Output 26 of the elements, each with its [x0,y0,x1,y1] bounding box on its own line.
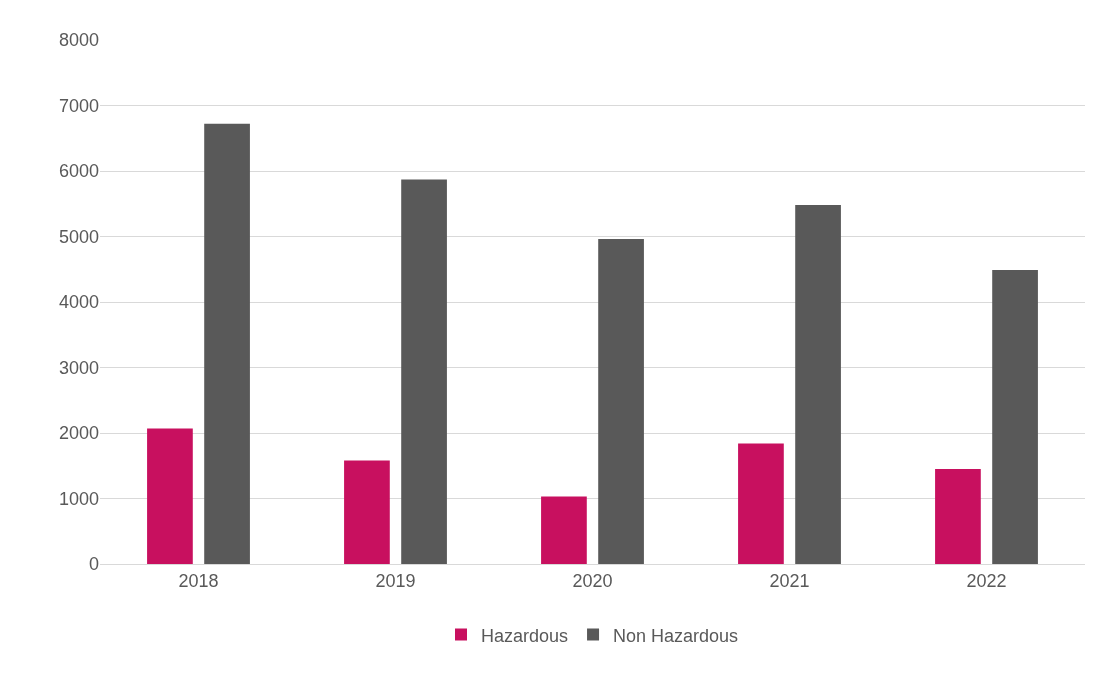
y-tick-label: 3000 [58,357,99,378]
bar [147,428,193,564]
legend-label: Hazardous [481,625,569,646]
bar [935,469,981,564]
x-tick-label: 2021 [769,570,810,591]
x-tick-label: 2018 [178,570,219,591]
bar [795,205,841,564]
y-tick-label: 6000 [58,161,99,182]
y-tick-label: 0 [88,554,99,575]
bar [344,460,390,564]
legend-label: Non Hazardous [613,625,739,646]
y-tick-label: 1000 [58,488,99,509]
bar [401,179,447,564]
bar [738,443,784,564]
bar [992,269,1038,564]
x-tick-label: 2020 [572,570,613,591]
x-tick-label: 2022 [966,570,1007,591]
y-tick-label: 8000 [58,30,99,51]
y-tick-label: 5000 [58,226,99,247]
y-tick-label: 7000 [58,95,99,116]
y-tick-label: 2000 [58,423,99,444]
bar [598,239,644,564]
x-tick-label: 2019 [375,570,416,591]
bar [541,496,587,564]
bar [204,123,250,564]
y-tick-label: 4000 [58,292,99,313]
